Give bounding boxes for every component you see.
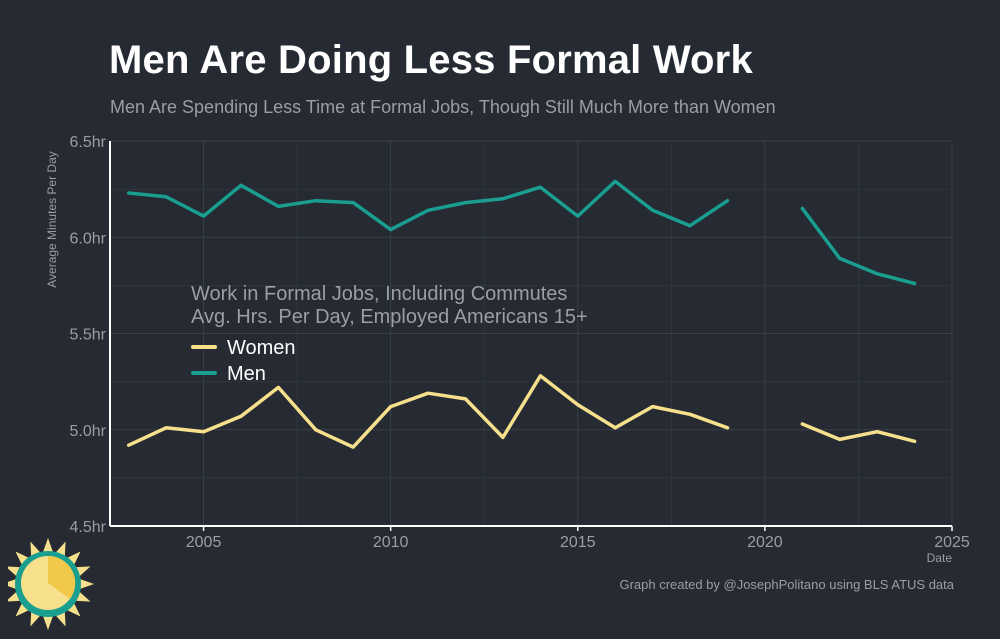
sun-ray — [15, 551, 30, 566]
chart-subtitle: Men Are Spending Less Time at Formal Job… — [110, 97, 776, 117]
series-line-women — [800, 422, 917, 444]
y-tick-label: 6.5hr — [70, 134, 107, 151]
sun-ray — [66, 551, 81, 566]
x-tick-label: 2015 — [560, 534, 596, 551]
x-axis-label: Date — [927, 551, 953, 565]
y-tick-label: 5.0hr — [70, 423, 107, 440]
sun-ray — [66, 602, 81, 617]
series-layer — [126, 179, 917, 449]
sun-wedge — [48, 555, 76, 599]
source-caption: Graph created by @JosephPolitano using B… — [619, 577, 954, 592]
x-tick-labels: 2005 2010 2015 2020 2025 — [186, 526, 970, 551]
grid-layer — [109, 140, 953, 527]
sun-ray — [42, 538, 54, 553]
legend-title-line-1: Work in Formal Jobs, Including Commutes — [191, 283, 567, 305]
sun-ray — [8, 578, 17, 590]
legend-label-men: Men — [227, 363, 266, 385]
y-tick-label: 4.5hr — [70, 519, 107, 536]
y-tick-label: 5.5hr — [70, 327, 107, 344]
chart-title: Men Are Doing Less Formal Work — [109, 38, 753, 82]
legend: Work in Formal Jobs, Including Commutes … — [191, 283, 588, 385]
sun-ray — [42, 615, 54, 630]
x-tick-label: 2010 — [373, 534, 409, 551]
y-axis-label: Average Minutes Per Day — [45, 151, 59, 288]
series-line-men — [800, 206, 917, 286]
legend-title-line-2: Avg. Hrs. Per Day, Employed Americans 15… — [191, 306, 588, 328]
sun-ray — [79, 578, 94, 590]
x-tick-label: 2025 — [934, 534, 970, 551]
series-line-men — [126, 179, 730, 232]
x-tick-label: 2005 — [186, 534, 222, 551]
sun-icon — [8, 538, 94, 630]
legend-label-women: Women — [227, 337, 296, 359]
y-tick-labels: 4.5hr 5.0hr 5.5hr 6.0hr 6.5hr — [70, 134, 107, 536]
x-tick-label: 2020 — [747, 534, 783, 551]
axis-layer — [109, 141, 952, 527]
y-tick-label: 6.0hr — [70, 230, 107, 247]
sun-ray — [15, 602, 30, 617]
series-line-women — [126, 374, 730, 449]
